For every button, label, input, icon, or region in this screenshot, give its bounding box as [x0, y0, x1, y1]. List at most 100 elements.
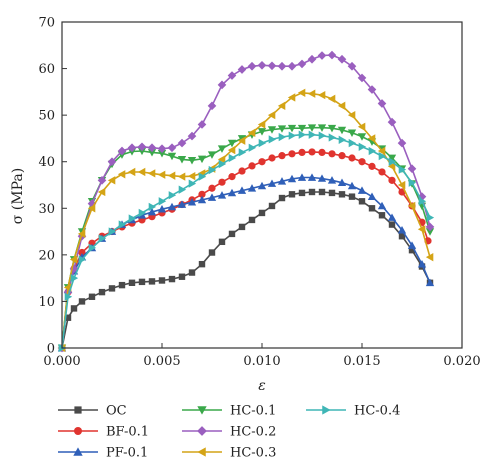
legend-item-hc-0-2: HC-0.2: [182, 425, 276, 440]
data-point-hc-0-2: [227, 71, 237, 80]
data-point-oc: [178, 273, 186, 280]
data-point-hc-0-2: [137, 142, 147, 152]
data-point-hc-0-3: [307, 89, 316, 98]
data-point-oc: [238, 223, 246, 231]
data-point-hc-0-1: [297, 124, 307, 133]
data-point-hc-0-4: [70, 273, 79, 283]
legend-swatch-marker: [73, 447, 83, 456]
data-point-hc-0-4: [378, 151, 387, 161]
data-point-hc-0-2: [307, 54, 317, 64]
y-tick-label: 20: [38, 248, 55, 263]
data-point-hc-0-1: [147, 149, 157, 157]
legend-swatch-marker: [197, 447, 206, 457]
data-point-hc-0-3: [107, 176, 116, 185]
data-point-oc: [258, 209, 266, 217]
series-line-oc: [61, 191, 431, 349]
data-point-hc-0-4: [398, 165, 407, 174]
data-point-hc-0-2: [337, 54, 347, 64]
data-point-bf-0-1: [228, 173, 236, 181]
data-point-pf-0-1: [177, 200, 187, 208]
data-point-pf-0-1: [217, 191, 227, 199]
legend-label: OC: [106, 404, 127, 419]
legend-label: BF-0.1: [106, 425, 149, 440]
data-point-oc: [368, 205, 376, 212]
data-point-hc-0-1: [257, 128, 267, 136]
data-point-hc-0-2: [387, 117, 397, 127]
data-point-oc: [288, 191, 296, 198]
data-point-hc-0-2: [87, 199, 97, 208]
data-point-oc: [398, 233, 406, 240]
data-point-hc-0-4: [298, 130, 307, 139]
data-point-bf-0-1: [358, 158, 366, 166]
series-hc-0-3: [57, 88, 434, 353]
data-point-hc-0-4: [208, 165, 217, 175]
axes: 0 10 20 30 40 50 60 70 0.000 0.005 0.010 0.015 0.020: [38, 16, 480, 370]
data-point-pf-0-1: [287, 174, 297, 183]
data-point-oc: [168, 275, 176, 283]
data-point-oc: [118, 281, 126, 289]
data-point-oc: [278, 194, 286, 202]
data-point-hc-0-3: [287, 93, 296, 102]
data-point-hc-0-1: [357, 133, 367, 141]
legend-swatch-marker: [322, 405, 331, 415]
data-point-hc-0-3: [97, 187, 106, 197]
data-point-hc-0-1: [287, 124, 297, 133]
data-point-hc-0-2: [407, 164, 417, 174]
legend-label: PF-0.1: [106, 446, 148, 461]
data-point-pf-0-1: [167, 202, 177, 211]
data-point-pf-0-1: [407, 241, 417, 249]
series-pf-0-1: [57, 173, 435, 352]
data-point-hc-0-2: [327, 50, 337, 60]
data-point-hc-0-4: [128, 214, 137, 223]
data-point-hc-0-1: [337, 126, 347, 135]
data-point-hc-0-3: [127, 167, 136, 177]
series-line-pf-0-1: [61, 176, 431, 349]
data-point-hc-0-2: [167, 143, 177, 153]
data-point-hc-0-3: [167, 171, 176, 180]
legend: OC BF-0.1 PF-0.1 HC-0.1 HC-0.2 HC-0.3 HC-0.4: [58, 404, 400, 461]
data-point-oc: [358, 198, 366, 205]
data-point-hc-0-2: [267, 61, 277, 71]
data-point-pf-0-1: [227, 188, 237, 197]
data-point-hc-0-2: [377, 99, 387, 108]
data-point-hc-0-4: [258, 138, 267, 148]
data-point-hc-0-4: [238, 148, 247, 157]
data-point-oc: [348, 193, 356, 200]
data-point-oc: [78, 298, 86, 305]
data-point-oc: [218, 238, 226, 246]
data-point-hc-0-2: [297, 59, 307, 69]
data-point-pf-0-1: [327, 176, 337, 184]
data-point-hc-0-4: [188, 179, 197, 188]
data-point-hc-0-3: [117, 170, 126, 179]
y-tick-label: 70: [38, 16, 55, 31]
data-point-hc-0-3: [187, 171, 196, 181]
data-point-hc-0-1: [167, 152, 177, 161]
data-point-bf-0-1: [388, 176, 396, 184]
data-point-bf-0-1: [348, 154, 356, 162]
data-point-hc-0-4: [348, 138, 357, 148]
data-point-hc-0-2: [287, 61, 297, 71]
data-point-bf-0-1: [338, 152, 346, 160]
legend-label: HC-0.3: [230, 446, 276, 461]
data-point-hc-0-3: [247, 128, 256, 137]
data-point-oc: [248, 216, 256, 224]
data-point-hc-0-4: [368, 146, 377, 156]
data-point-hc-0-3: [177, 172, 186, 181]
data-point-oc: [328, 189, 336, 197]
data-point-oc: [308, 188, 316, 196]
data-point-bf-0-1: [288, 150, 296, 158]
legend-label: HC-0.1: [230, 404, 276, 419]
data-point-hc-0-2: [117, 146, 127, 156]
data-point-pf-0-1: [277, 177, 287, 185]
legend-swatch-marker: [197, 426, 207, 436]
data-point-oc: [158, 277, 166, 284]
series-line-hc-0-3: [61, 91, 431, 349]
data-point-bf-0-1: [378, 168, 386, 176]
data-point-hc-0-4: [358, 142, 367, 151]
data-point-hc-0-2: [397, 138, 407, 148]
data-point-hc-0-4: [168, 191, 177, 200]
data-point-oc: [138, 278, 146, 286]
data-point-hc-0-1: [197, 155, 207, 164]
data-point-pf-0-1: [357, 186, 367, 194]
series-line-hc-0-1: [61, 126, 431, 349]
